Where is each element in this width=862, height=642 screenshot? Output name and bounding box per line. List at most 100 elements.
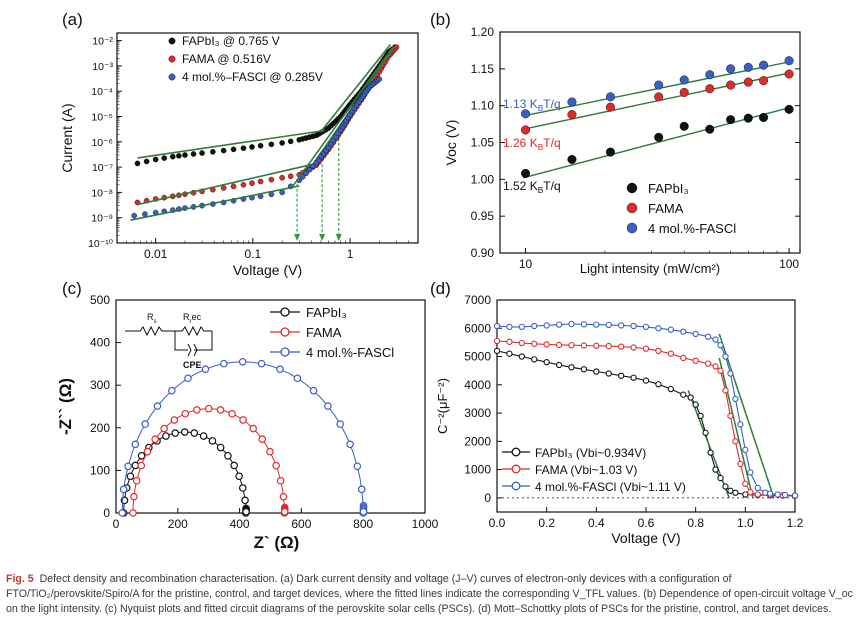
data-point-red <box>137 461 146 470</box>
data-point-blue <box>654 80 664 90</box>
data-point-blue <box>376 76 383 82</box>
y-tick-label: 10⁻⁴ <box>91 86 113 98</box>
y-axis-label: Current (A) <box>59 103 75 172</box>
fit-line <box>718 357 754 499</box>
slope-annotation-part: T/q <box>543 136 560 150</box>
data-point-blue <box>580 321 588 328</box>
data-point-red <box>704 360 712 367</box>
data-point-blue <box>742 446 749 453</box>
y-tick-label: 1.10 <box>471 99 495 113</box>
legend-label: FAPbI₃ @ 0.765 V <box>182 34 280 48</box>
x-tick-label: 0.4 <box>588 516 605 530</box>
data-point-blue <box>642 323 650 331</box>
data-point-black <box>169 153 176 160</box>
slope-annotation: 1.13 KBT/q <box>503 97 561 113</box>
data-point-blue <box>303 170 309 177</box>
y-tick-label: 10⁻⁸ <box>91 187 113 199</box>
legend-marker <box>168 37 176 45</box>
x-tick-label: 100 <box>779 257 799 271</box>
data-point-red <box>580 342 588 349</box>
data-point-black <box>722 483 729 490</box>
data-point-blue <box>310 163 316 169</box>
data-point-black <box>667 385 674 393</box>
legend-marker <box>626 202 638 214</box>
data-point-blue <box>759 60 769 70</box>
data-point-black <box>171 429 180 437</box>
data-point-blue <box>309 386 318 395</box>
data-point-black <box>242 507 250 516</box>
y-tick-label: 0 <box>103 506 110 520</box>
data-point-blue <box>679 75 689 85</box>
data-point-red <box>204 404 213 413</box>
legend-marker <box>280 307 290 317</box>
data-point-blue <box>704 333 712 340</box>
x-tick-label: 1.0 <box>737 516 754 530</box>
y-tick-label: 500 <box>90 293 110 307</box>
data-point-black <box>642 377 650 384</box>
data-point-black <box>190 151 197 157</box>
legend-label: 4 mol.%-FASCl <box>648 221 736 236</box>
data-point-black <box>238 484 247 492</box>
vtfl-arrowhead <box>319 234 326 241</box>
data-point-black <box>543 359 550 366</box>
y-tick-label: 10⁻³ <box>92 61 113 73</box>
data-point-black <box>176 153 182 159</box>
x-tick-label: 0.2 <box>538 516 555 530</box>
nyquist-curve <box>132 408 286 514</box>
data-point-black <box>230 146 237 153</box>
data-point-red <box>240 181 247 188</box>
data-point-blue <box>726 64 736 74</box>
data-point-black <box>216 443 225 452</box>
x-tick-label: 200 <box>168 517 188 531</box>
data-point-red <box>129 509 137 517</box>
data-point-red <box>568 342 575 349</box>
slope-annotation-part: 1.52 K <box>503 179 538 193</box>
data-point-red <box>679 87 689 97</box>
legend-label: FAPbI₃ <box>648 181 689 196</box>
data-point-blue <box>357 485 366 494</box>
data-point-black <box>654 132 664 142</box>
data-point-black <box>518 353 525 360</box>
data-point-black <box>235 472 243 481</box>
x-axis-label: Light intensity (mW/cm²) <box>580 261 720 276</box>
data-point-blue <box>142 211 148 217</box>
fit-line <box>137 162 317 206</box>
data-point-blue <box>276 365 284 373</box>
data-point-red <box>754 491 761 498</box>
data-point-blue <box>201 365 210 373</box>
caption-text: Defect density and recombination charact… <box>6 573 853 615</box>
y-axis-label: Voc (V) <box>443 120 459 166</box>
legend-label: 4 mol.%-FASCl (Vbi~1.11 V) <box>535 480 686 494</box>
y-tick-label: 10⁻⁶ <box>91 137 113 149</box>
data-point-red <box>230 183 237 190</box>
data-point-black <box>279 140 285 146</box>
data-point-blue <box>762 489 769 496</box>
panel-d: (d) 0 1000 2000 3000 4000 5000 6000 7000 0.0 0.2 0.… <box>430 279 804 546</box>
data-point-black <box>784 104 794 114</box>
cpe-branch <box>174 331 213 351</box>
data-point-red <box>630 344 637 351</box>
data-point-red <box>193 406 201 414</box>
x-axis-label: Voltage (V) <box>233 262 302 278</box>
data-point-black <box>712 466 719 473</box>
data-point-red <box>279 492 288 501</box>
y-tick-label: 1000 <box>464 463 491 477</box>
data-point-blue <box>220 359 228 368</box>
y-tick-label: 10⁻⁵ <box>91 112 113 124</box>
data-point-black <box>605 370 612 377</box>
data-point-black <box>702 429 709 437</box>
data-point-blue <box>605 92 615 102</box>
legend-label: FAMA <box>648 201 684 216</box>
data-point-black <box>580 366 588 373</box>
data-point-red <box>655 347 662 355</box>
panel-a: (a) 10⁻¹⁰ 10⁻⁹ 10⁻⁸ 10⁻⁷ 10⁻⁶ 10⁻⁵ 10⁻⁴ 10⁻³ 10⁻²… <box>59 10 419 278</box>
slope-annotation-part: B <box>538 185 544 195</box>
data-point-blue <box>131 212 137 219</box>
data-point-red <box>130 492 138 501</box>
data-point-blue <box>680 328 687 335</box>
data-point-black <box>605 147 615 157</box>
data-point-red <box>732 438 739 445</box>
data-point-red <box>151 435 159 443</box>
legend-marker <box>280 347 290 357</box>
data-point-red <box>239 416 247 424</box>
